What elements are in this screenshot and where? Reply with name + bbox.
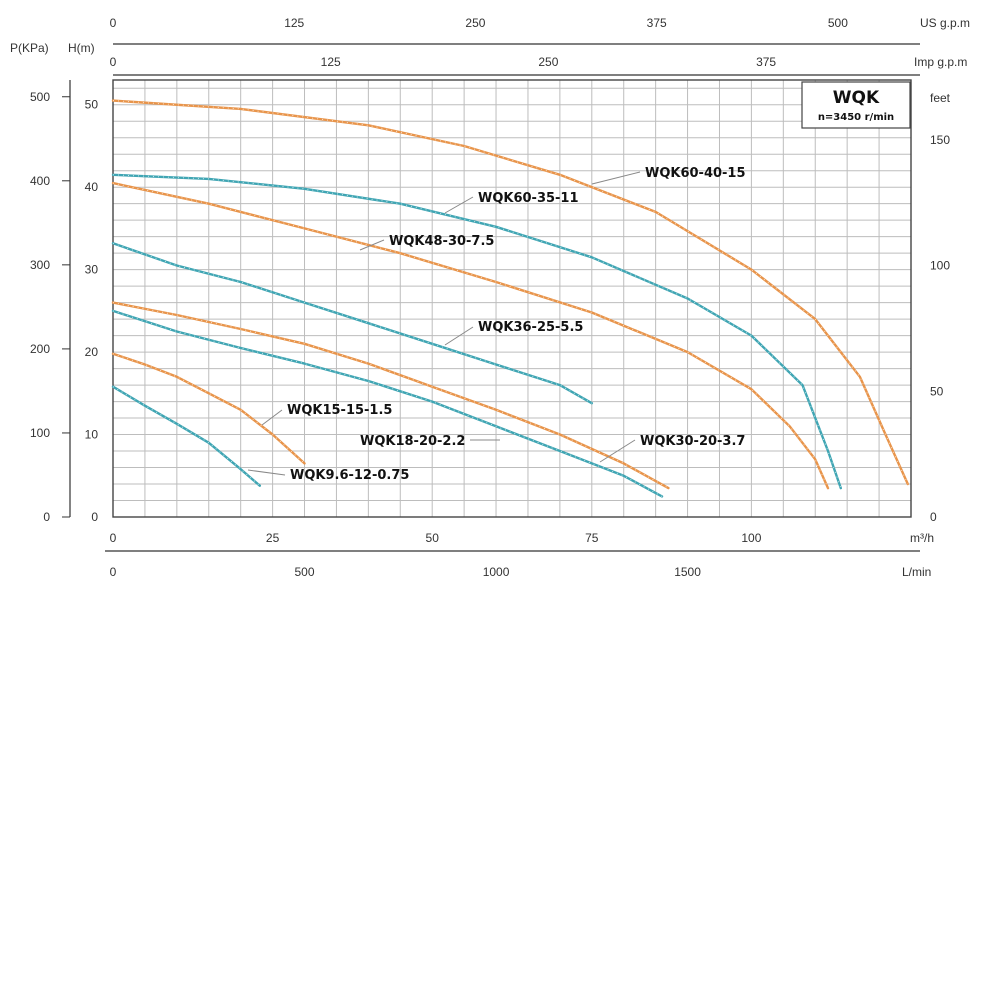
leader-line — [247, 469, 286, 476]
y-tick-label: 30 — [85, 263, 99, 277]
leader-line — [591, 171, 641, 185]
usgpm-axis-label: US g.p.m — [920, 16, 970, 30]
curve-wqk60-40-15 — [111, 99, 909, 486]
leader-line — [359, 239, 385, 251]
impgpm-tick-label: 250 — [538, 55, 558, 69]
curve-label-wqk36-25-5.5: WQK36-25-5.5 — [478, 320, 583, 335]
curve-texture — [112, 386, 261, 487]
chart-grid — [113, 80, 911, 517]
curve-label-wqk60-40-15: WQK60-40-15 — [645, 166, 746, 181]
curve-label-wqk15-15-1.5: WQK15-15-1.5 — [287, 403, 392, 418]
pressure-axis-label: P(KPa) — [10, 41, 49, 55]
feet-axis-label: feet — [930, 91, 951, 105]
curve-wqk36-25-5.5 — [111, 242, 593, 405]
x-tick-label: 75 — [585, 531, 599, 545]
lmin-tick-label: 500 — [295, 565, 315, 579]
leader-line — [444, 196, 474, 214]
usgpm-tick-label: 250 — [465, 16, 485, 30]
x-tick-label: 50 — [426, 531, 440, 545]
curve-label-wqk60-35-11: WQK60-35-11 — [478, 191, 579, 206]
leader-line — [599, 439, 636, 463]
x-tick-label: 100 — [741, 531, 761, 545]
pressure-tick-label: 500 — [30, 90, 50, 104]
curve-label-wqk48-30-7.5: WQK48-30-7.5 — [389, 234, 494, 249]
pressure-tick-label: 100 — [30, 426, 50, 440]
usgpm-tick-label: 0 — [110, 16, 117, 30]
feet-tick-label: 150 — [930, 133, 950, 147]
y-tick-label: 40 — [85, 180, 99, 194]
model-speed: n=3450 r/min — [818, 112, 894, 123]
feet-tick-label: 100 — [930, 259, 950, 273]
x-tick-label: 25 — [266, 531, 280, 545]
usgpm-tick-label: 125 — [284, 16, 304, 30]
pressure-tick-label: 400 — [30, 174, 50, 188]
leader-line — [261, 409, 283, 426]
lmin-axis-label: L/min — [902, 565, 931, 579]
lmin-tick-label: 0 — [110, 565, 117, 579]
usgpm-tick-label: 375 — [647, 16, 667, 30]
m3h-axis-label: m³/h — [910, 531, 934, 545]
performance-curves — [111, 99, 909, 498]
model-box: WQK n=3450 r/min — [801, 81, 911, 129]
y-tick-label: 20 — [85, 345, 99, 359]
pressure-tick-label: 300 — [30, 258, 50, 272]
curve-labels: WQK60-40-15 WQK60-35-11 WQK48-30-7.5 WQK36-… — [247, 166, 746, 483]
head-axis-label: H(m) — [68, 41, 95, 55]
y-tick-label: 0 — [91, 510, 98, 524]
plot-frame — [112, 79, 912, 518]
x-tick-label: 0 — [110, 531, 117, 545]
pressure-tick-label: 200 — [30, 342, 50, 356]
leader-line — [444, 326, 474, 346]
impgpm-tick-label: 0 — [110, 55, 117, 69]
model-title: WQK — [833, 88, 880, 108]
pressure-tick-label: 0 — [43, 510, 50, 524]
impgpm-tick-label: 125 — [321, 55, 341, 69]
curve-label-wqk18-20-2.2: WQK18-20-2.2 — [360, 434, 465, 449]
curve-label-wqk30-20-3.7: WQK30-20-3.7 — [640, 434, 745, 449]
curve-texture — [112, 182, 829, 489]
lmin-tick-label: 1500 — [674, 565, 701, 579]
curve-texture — [112, 310, 663, 497]
chart-axes: P(KPa) H(m) US g.p.m Imp g.p.m feet m³/h… — [10, 16, 970, 579]
curve-texture — [112, 174, 842, 489]
y-tick-label: 50 — [85, 98, 99, 112]
curve-texture — [112, 353, 305, 464]
curve-label-wqk9.6-12-0.75: WQK9.6-12-0.75 — [290, 468, 409, 483]
impgpm-tick-label: 375 — [756, 55, 776, 69]
feet-tick-label: 0 — [930, 510, 937, 524]
impgpm-axis-label: Imp g.p.m — [914, 55, 967, 69]
curve-wqk30-20-3.7 — [111, 301, 670, 490]
y-tick-label: 10 — [85, 428, 99, 442]
feet-tick-label: 50 — [930, 384, 944, 398]
usgpm-tick-label: 500 — [828, 16, 848, 30]
lmin-tick-label: 1000 — [483, 565, 510, 579]
